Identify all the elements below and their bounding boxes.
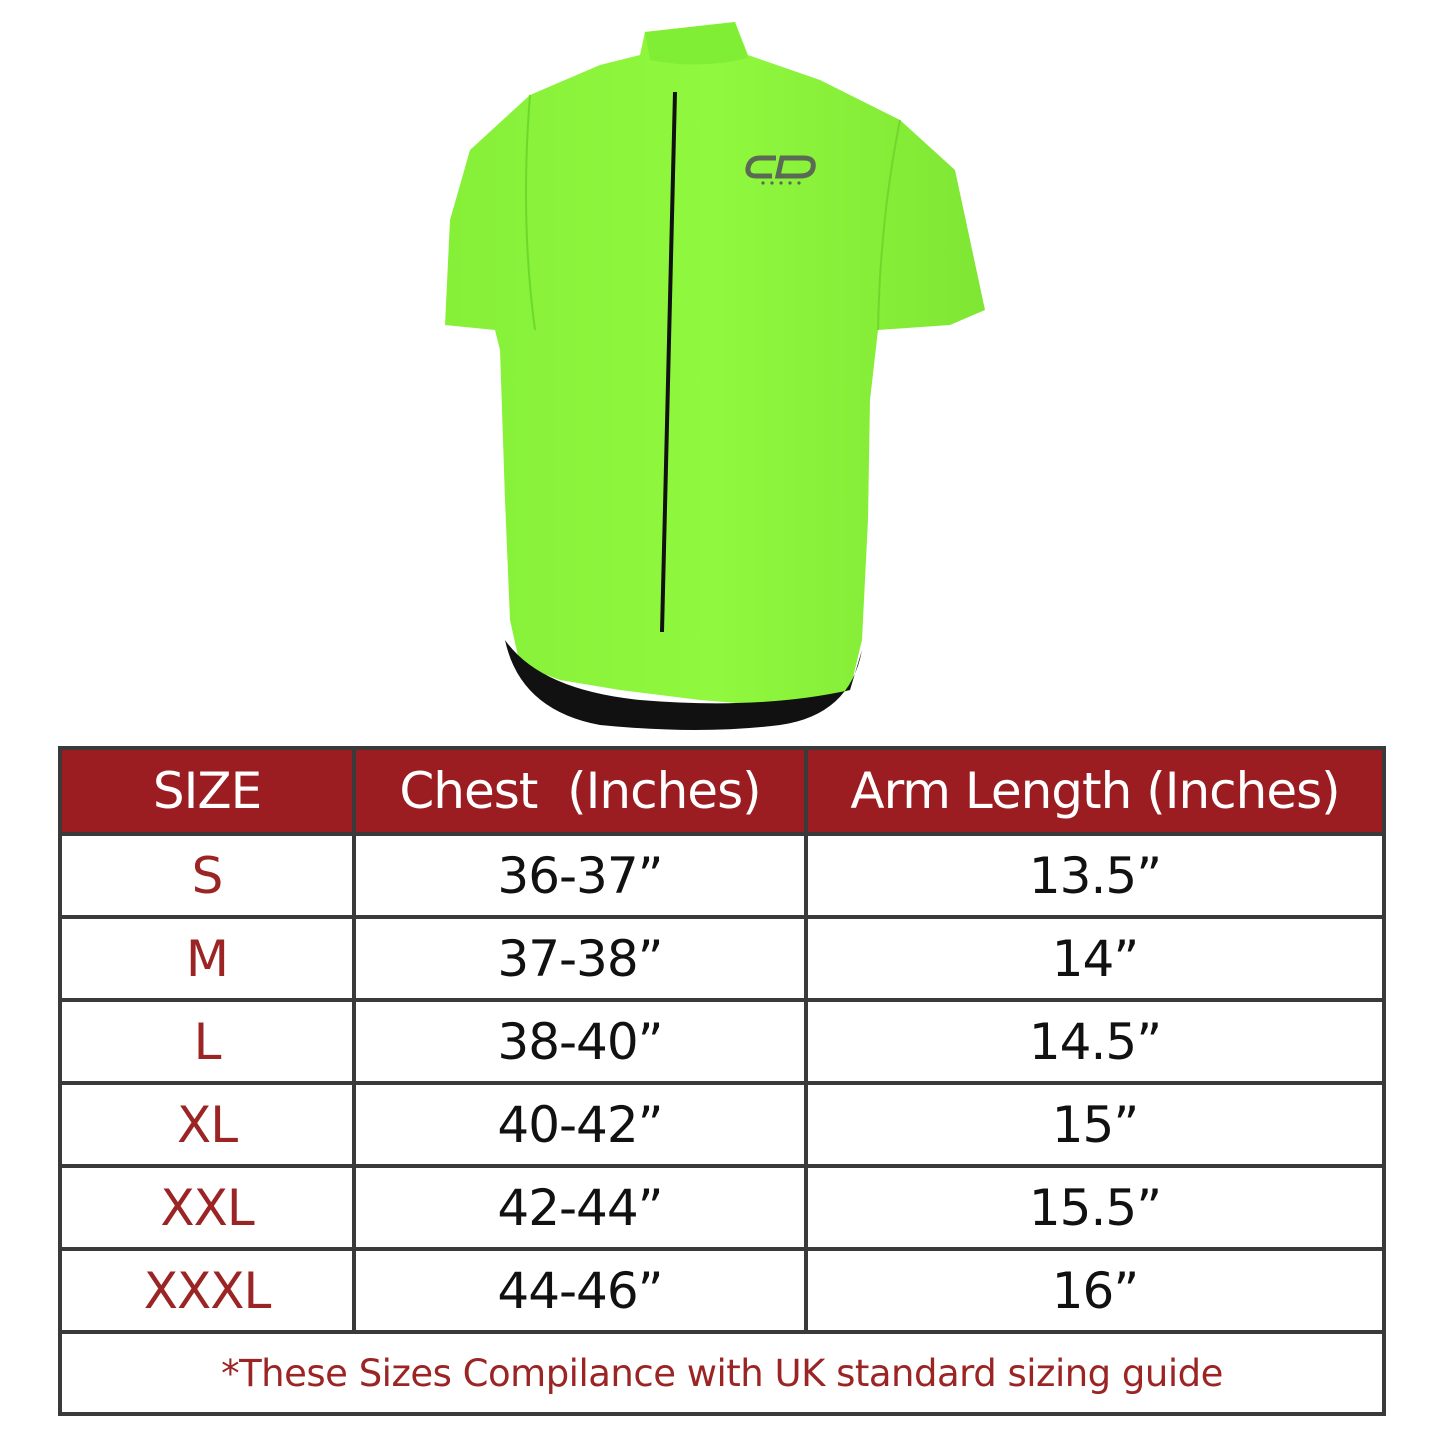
table-row: XL 40-42” 15” (58, 1081, 1386, 1168)
arm-length-cell: 14.5” (804, 998, 1386, 1085)
jersey-hem (505, 640, 862, 730)
cycling-jersey-image (445, 22, 985, 730)
arm-length-cell: 16” (804, 1247, 1386, 1334)
chest-cell: 40-42” (352, 1081, 808, 1168)
arm-length-cell: 15” (804, 1081, 1386, 1168)
table-row: XXXL 44-46” 16” (58, 1247, 1386, 1334)
chest-cell: 36-37” (352, 832, 808, 919)
table-header-row: SIZE Chest (Inches) Arm Length (Inches) (58, 746, 1386, 836)
arm-length-cell: 15.5” (804, 1164, 1386, 1251)
size-cell: XL (58, 1081, 356, 1168)
chest-cell: 37-38” (352, 915, 808, 1002)
header-arm-length: Arm Length (Inches) (804, 746, 1386, 836)
zipper (660, 91, 677, 633)
chest-cell: 38-40” (352, 998, 808, 1085)
chest-cell: 42-44” (352, 1164, 808, 1251)
chest-cell: 44-46” (352, 1247, 808, 1334)
table-row: S 36-37” 13.5” (58, 832, 1386, 919)
size-cell: S (58, 832, 356, 919)
header-chest: Chest (Inches) (352, 746, 808, 836)
arm-length-cell: 13.5” (804, 832, 1386, 919)
table-row: L 38-40” 14.5” (58, 998, 1386, 1085)
size-cell: L (58, 998, 356, 1085)
jersey-body (445, 22, 985, 705)
size-cell: M (58, 915, 356, 1002)
table-row: M 37-38” 14” (58, 915, 1386, 1002)
table-row: XXL 42-44” 15.5” (58, 1164, 1386, 1251)
size-cell: XXL (58, 1164, 356, 1251)
brand-logo (745, 155, 816, 185)
size-cell: XXXL (58, 1247, 356, 1334)
jersey-collar (645, 22, 748, 65)
header-size: SIZE (58, 746, 356, 836)
size-chart-table: SIZE Chest (Inches) Arm Length (Inches) … (58, 746, 1386, 1416)
arm-length-cell: 14” (804, 915, 1386, 1002)
footnote-row: *These Sizes Compilance with UK standard… (58, 1330, 1386, 1416)
footnote: *These Sizes Compilance with UK standard… (58, 1330, 1386, 1416)
